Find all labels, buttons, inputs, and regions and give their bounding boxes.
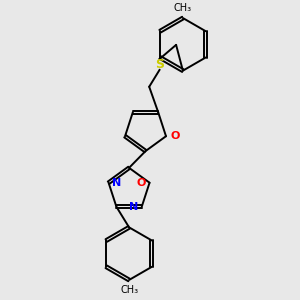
Text: N: N (112, 178, 122, 188)
Text: O: O (170, 131, 180, 141)
Text: S: S (155, 58, 164, 71)
Text: CH₃: CH₃ (120, 285, 138, 295)
Text: N: N (129, 202, 138, 212)
Text: CH₃: CH₃ (174, 3, 192, 13)
Text: O: O (136, 178, 146, 188)
